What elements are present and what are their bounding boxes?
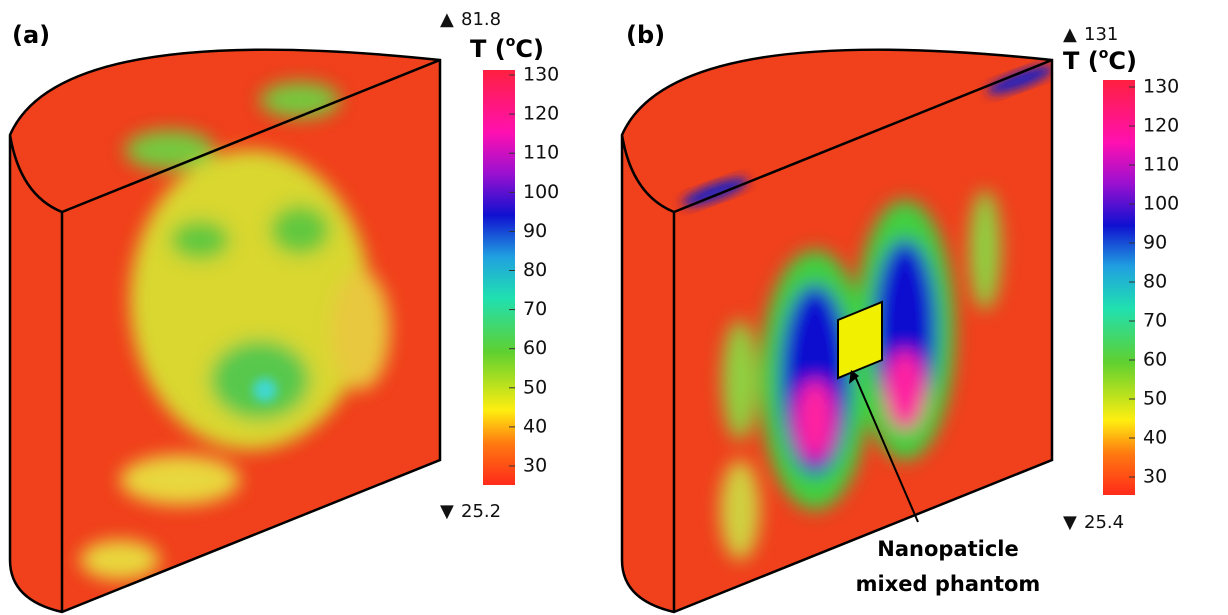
panel-label: (b) (626, 21, 665, 49)
min-value: 25.4 (1084, 512, 1124, 533)
colorbar-tick-label: 40 (523, 415, 547, 437)
colorbar-tick-label: 30 (523, 455, 547, 477)
colorbar-title: T (oC) (470, 34, 544, 63)
colorbar-tick-label: 70 (1143, 310, 1167, 332)
colorbar-tick-label: 100 (1143, 193, 1179, 215)
colorbar-tick-label: 100 (523, 181, 559, 203)
colorbar-tick-label: 60 (523, 337, 547, 359)
colorbar-tick-label: 70 (523, 298, 547, 320)
heatmap (0, 0, 460, 615)
max-icon: ▲ (1063, 24, 1077, 45)
colorbar-tick-label: 40 (1143, 427, 1167, 449)
colorbar-tick-label: 130 (523, 64, 559, 86)
colorbar-tick-label: 110 (523, 142, 559, 164)
colorbar-tick-label: 110 (1143, 154, 1179, 176)
colorbar-tick-label: 120 (1143, 115, 1179, 137)
annotation: mixed phantom (856, 572, 1041, 596)
panel-label: (a) (12, 21, 50, 49)
figure: (a) ▲ 81.8 ▼ 25.2 T (oC) 130 120 110 100 90 8… (0, 0, 1228, 615)
min-value: 25.2 (461, 501, 501, 522)
min-icon: ▼ (440, 501, 454, 522)
colorbar-tick-label: 90 (523, 220, 547, 242)
panel-a: (a) ▲ 81.8 ▼ 25.2 T (oC) 130 120 110 100 90 8… (0, 0, 559, 615)
colorbar-tick-label: 80 (1143, 271, 1167, 293)
colorbar-title: T (oC) (1063, 46, 1137, 75)
colorbar-tick-label: 120 (523, 103, 559, 125)
colorbar-tick-label: 80 (523, 259, 547, 281)
colorbar-tick-label: 50 (1143, 388, 1167, 410)
colorbar-tick-label: 90 (1143, 232, 1167, 254)
panel-b: (b) ▲ 131 ▼ 25.4 T (oC) 130 120 110 100 90 80… (610, 0, 1179, 615)
colorbar-tick-label: 50 (523, 376, 547, 398)
max-value: 131 (1084, 24, 1118, 45)
colorbar-tick-label: 60 (1143, 349, 1167, 371)
max-icon: ▲ (440, 9, 454, 30)
colorbar-tick-label: 130 (1143, 76, 1179, 98)
colorbar-tick-label: 30 (1143, 466, 1167, 488)
min-icon: ▼ (1063, 512, 1077, 533)
colorbar-ticks: 130 120 110 100 90 80 70 60 50 40 30 (1129, 76, 1179, 488)
colorbar-ticks: 130 120 110 100 90 80 70 60 50 40 30 (509, 64, 559, 477)
heatmap (610, 0, 1070, 615)
max-value: 81.8 (461, 9, 501, 30)
annotation: Nanopaticle (877, 537, 1018, 561)
